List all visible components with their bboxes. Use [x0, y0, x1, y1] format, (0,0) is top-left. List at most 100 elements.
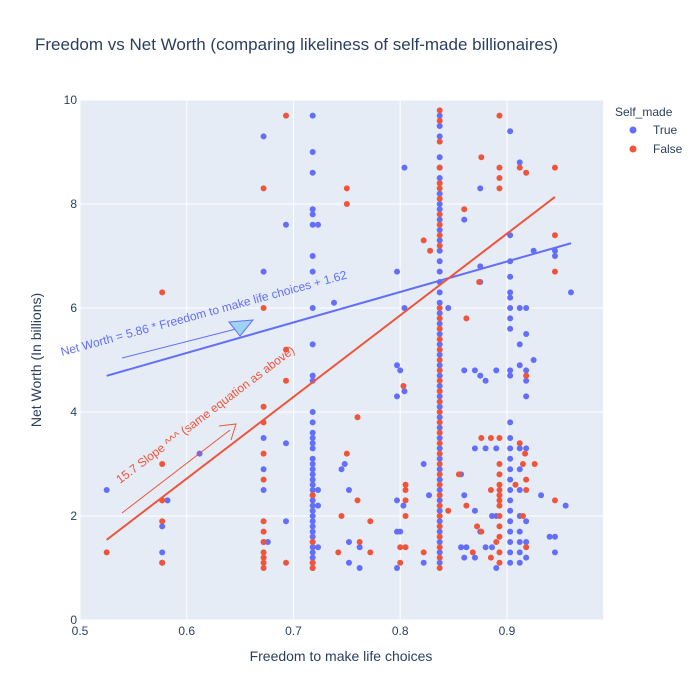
point-false — [397, 559, 404, 566]
point-false — [436, 492, 443, 499]
point-true — [420, 559, 427, 566]
point-true — [436, 227, 443, 233]
point-false — [402, 513, 409, 519]
point-true — [394, 268, 401, 275]
point-false — [397, 544, 404, 551]
point-true — [309, 268, 316, 275]
y-tick-label: 6 — [70, 301, 77, 315]
point-true — [309, 466, 316, 473]
point-false — [523, 544, 530, 551]
legend[interactable]: Self_made True False — [615, 105, 683, 156]
point-true — [538, 492, 545, 499]
point-false — [436, 502, 443, 509]
point-false — [436, 305, 443, 311]
point-true — [507, 455, 514, 462]
point-true — [436, 237, 443, 244]
point-true — [315, 487, 322, 493]
point-false — [309, 539, 316, 545]
point-false — [354, 414, 361, 421]
point-false — [309, 559, 316, 566]
point-true — [507, 419, 514, 426]
point-false — [159, 559, 166, 566]
trend-line-false — [106, 196, 556, 541]
point-true — [523, 518, 530, 525]
point-false — [282, 112, 289, 119]
point-true — [436, 507, 443, 514]
point-true — [516, 466, 523, 473]
point-true — [436, 414, 443, 421]
point-true — [516, 341, 523, 348]
point-true — [436, 154, 443, 161]
point-false — [523, 372, 530, 379]
point-true — [507, 435, 514, 441]
point-true — [461, 492, 468, 499]
point-false — [436, 357, 443, 363]
point-true — [507, 539, 514, 545]
point-true — [309, 149, 316, 155]
point-true — [461, 367, 468, 374]
point-false — [159, 289, 166, 296]
point-false — [496, 175, 503, 181]
point-true — [507, 466, 514, 473]
point-true — [567, 289, 574, 296]
point-false — [474, 523, 481, 530]
point-false — [478, 528, 485, 535]
point-false — [356, 539, 363, 545]
point-true — [436, 258, 443, 265]
point-true — [436, 112, 443, 119]
point-false — [436, 429, 443, 436]
point-true — [436, 289, 443, 296]
point-true — [397, 367, 404, 374]
point-false — [402, 481, 409, 488]
point-true — [507, 518, 514, 525]
point-true — [401, 305, 408, 311]
point-true — [507, 128, 514, 135]
point-true — [260, 435, 267, 441]
y-tick-label: 4 — [70, 405, 77, 419]
y-tick-label: 0 — [70, 613, 77, 627]
point-false — [436, 471, 443, 478]
point-false — [436, 221, 443, 228]
point-true — [507, 549, 514, 556]
arrowhead-false — [218, 423, 237, 441]
point-false — [455, 471, 462, 478]
point-true — [436, 549, 443, 556]
point-false — [496, 487, 503, 493]
regression-lines — [106, 196, 572, 541]
point-true — [488, 544, 495, 551]
point-false — [436, 185, 443, 192]
point-true — [260, 133, 267, 140]
point-true — [436, 487, 443, 493]
point-false — [427, 247, 434, 254]
point-false — [436, 195, 443, 202]
point-true — [507, 559, 514, 566]
point-true — [309, 341, 316, 348]
point-true — [436, 175, 443, 181]
point-false — [496, 497, 503, 504]
point-true — [436, 455, 443, 462]
point-true — [345, 487, 352, 493]
point-false — [436, 346, 443, 353]
point-false — [260, 185, 267, 192]
legend-item-true[interactable]: True — [629, 123, 678, 137]
point-false — [523, 476, 530, 483]
point-false — [476, 279, 483, 285]
point-false — [436, 513, 443, 519]
point-true — [309, 409, 316, 415]
point-true — [309, 497, 316, 504]
point-false — [260, 549, 267, 556]
legend-item-false[interactable]: False — [629, 142, 683, 156]
point-true — [309, 305, 316, 311]
point-false — [436, 481, 443, 488]
point-true — [260, 466, 267, 473]
point-true — [436, 528, 443, 535]
point-true — [420, 461, 427, 467]
point-true — [309, 518, 316, 525]
point-true — [356, 565, 363, 571]
point-true — [436, 403, 443, 410]
point-true — [309, 507, 316, 514]
point-true — [471, 507, 478, 514]
point-false — [260, 450, 267, 457]
point-true — [309, 513, 316, 519]
point-false — [436, 211, 443, 218]
